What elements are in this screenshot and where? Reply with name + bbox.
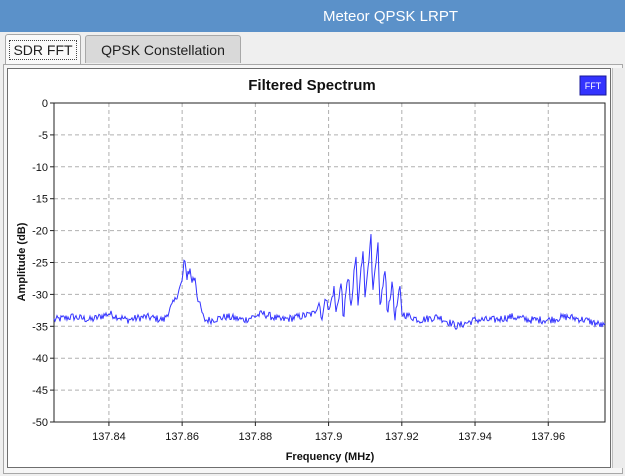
chart-title: Filtered Spectrum xyxy=(248,77,376,94)
y-axis-label: Amplitude (dB) xyxy=(16,222,28,301)
y-tick-label: -40 xyxy=(32,353,48,365)
x-tick-label: 137.96 xyxy=(531,431,565,443)
side-panel-edge xyxy=(612,68,625,468)
x-axis-ticks: 137.84 137.86 137.88 137.9 137.92 137.94 137.9… xyxy=(92,422,565,443)
tab-sdr-fft-label: SDR FFT xyxy=(9,40,77,60)
legend-label: FFT xyxy=(585,81,602,91)
y-tick-label: -5 xyxy=(38,130,48,142)
tab-sdr-fft[interactable]: SDR FFT xyxy=(5,34,81,65)
x-tick-label: 137.84 xyxy=(92,431,126,443)
y-tick-label: -30 xyxy=(32,289,48,301)
y-tick-label: -15 xyxy=(32,194,48,206)
y-tick-label: -10 xyxy=(32,162,48,174)
x-tick-label: 137.94 xyxy=(458,431,492,443)
tab-qpsk-constellation[interactable]: QPSK Constellation xyxy=(85,35,241,63)
y-tick-label: -45 xyxy=(32,385,48,397)
legend: FFT xyxy=(579,75,607,96)
y-tick-label: -20 xyxy=(32,226,48,238)
x-axis-label: Frequency (MHz) xyxy=(286,451,375,463)
grid xyxy=(54,103,605,422)
x-tick-label: 137.9 xyxy=(315,431,343,443)
y-tick-label: -25 xyxy=(32,258,48,270)
y-tick-label: 0 xyxy=(42,98,48,110)
y-tick-label: -35 xyxy=(32,321,48,333)
y-tick-label: -50 xyxy=(32,417,48,429)
tab-bar: SDR FFT QPSK Constellation xyxy=(0,32,625,65)
x-tick-label: 137.86 xyxy=(165,431,199,443)
x-tick-label: 137.92 xyxy=(385,431,419,443)
y-axis-ticks: 0 -5 -10 -15 -20 -25 -30 -35 -40 -45 -50 xyxy=(32,98,54,429)
window-title: Meteor QPSK LRPT xyxy=(322,7,459,25)
tab-qpsk-constellation-label: QPSK Constellation xyxy=(101,41,225,58)
fft-series-line xyxy=(53,234,606,331)
legend-swatch xyxy=(579,75,607,96)
x-tick-label: 137.88 xyxy=(239,431,273,443)
window-titlebar: Meteor QPSK LRPT xyxy=(0,0,625,32)
